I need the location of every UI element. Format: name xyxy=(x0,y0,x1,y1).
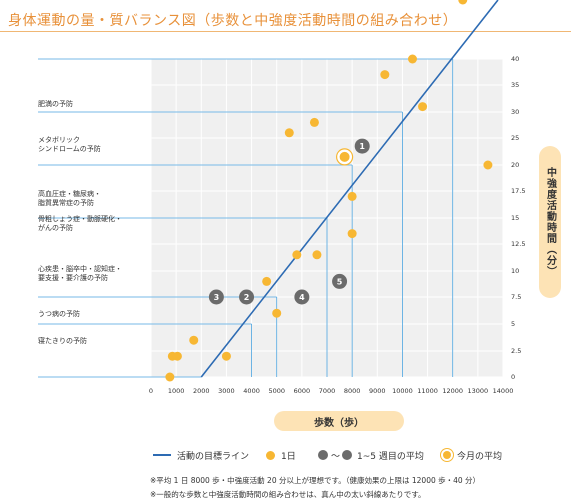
y-axis-label: 中強度活動時間（分） xyxy=(539,146,561,298)
legend-one-day-label: 1日 xyxy=(281,451,296,462)
x-tick-label: 3000 xyxy=(218,387,235,395)
reference-label-line: 寝たきりの予防 xyxy=(38,336,87,345)
daily-point xyxy=(309,117,319,127)
legend-monthly: 今月の平均 xyxy=(443,447,502,463)
reference-label-line: 脂質異常症の予防 xyxy=(38,198,94,207)
legend-one-day: 1日 xyxy=(266,447,296,463)
weekly-point-label: 1 xyxy=(359,142,365,151)
legend-tilde: 〜 xyxy=(331,451,341,462)
y-tick-label: 0 xyxy=(511,373,515,381)
daily-point xyxy=(380,70,390,80)
daily-point xyxy=(312,250,322,260)
x-tick-label: 1000 xyxy=(168,387,185,395)
daily-point xyxy=(272,308,282,318)
daily-point xyxy=(221,351,231,361)
daily-point xyxy=(347,191,357,201)
y-tick-label: 55 xyxy=(511,0,519,2)
legend: 活動の目標ライン 1日 〜 1~5 週目の平均 今月の平均 xyxy=(0,447,571,463)
reference-label-line: 心疾患・脳卒中・認知症・ xyxy=(38,264,122,273)
note-1: ※平均 1 日 8000 歩・中強度活動 20 分以上が理想です。（健康効果の上… xyxy=(150,476,481,485)
target-line xyxy=(200,0,499,378)
y-tick-label: 47.5 xyxy=(511,0,525,2)
legend-target-line-label: 活動の目標ライン xyxy=(177,451,250,462)
y-tick-label: 40 xyxy=(511,55,519,63)
weekly-dot-swatch-5 xyxy=(342,450,353,460)
monthly-average-point xyxy=(339,151,350,162)
x-axis-label: 歩数（歩） xyxy=(274,411,404,431)
weekly-point-label: 2 xyxy=(244,293,250,302)
weekly-point xyxy=(332,273,348,289)
y-tick-label: 25 xyxy=(511,134,519,142)
x-tick-label: 0 xyxy=(149,387,153,395)
weekly-point xyxy=(294,289,310,305)
x-tick-label: 7000 xyxy=(319,387,336,395)
y-tick-label: 7.5 xyxy=(511,293,521,301)
daily-point xyxy=(347,229,357,239)
x-tick-label: 9000 xyxy=(369,387,386,395)
legend-weekly-label: 1~5 週目の平均 xyxy=(357,451,424,462)
daily-point xyxy=(189,335,199,345)
x-tick-label: 10000 xyxy=(392,387,413,395)
weekly-dot-swatch-1 xyxy=(318,450,328,460)
reference-label: メタボリックシンドロームの予防 xyxy=(38,135,101,153)
y-tick-label: 10 xyxy=(511,267,519,275)
legend-weekly: 〜 1~5 週目の平均 xyxy=(318,447,424,463)
daily-point xyxy=(407,54,417,64)
daily-point xyxy=(418,102,428,112)
weekly-point xyxy=(239,289,255,305)
reference-label: 寝たきりの予防 xyxy=(38,336,87,345)
reference-label-line: 高血圧症・糖尿病・ xyxy=(38,189,101,198)
y-tick-label: 5 xyxy=(511,320,515,328)
x-tick-label: 12000 xyxy=(442,387,463,395)
daily-point xyxy=(165,372,175,382)
daily-point xyxy=(172,351,182,361)
reference-label-line: がんの予防 xyxy=(38,223,73,232)
note-2: ※一般的な歩数と中強度活動時間の組み合わせは、真ん中の太い斜線あたりです。 xyxy=(150,490,426,499)
x-tick-label: 2000 xyxy=(193,387,210,395)
y-tick-label: 17.5 xyxy=(511,187,525,195)
daily-point xyxy=(458,0,468,5)
weekly-point-label: 4 xyxy=(299,293,305,302)
y-tick-label: 2.5 xyxy=(511,347,521,355)
chart-title: 身体運動の量・質バランス図（歩数と中強度活動時間の組み合わせ） xyxy=(8,13,458,29)
x-tick-label: 6000 xyxy=(294,387,311,395)
x-tick-label: 5000 xyxy=(268,387,285,395)
weekly-point xyxy=(208,289,224,305)
reference-label-line: 肥満の予防 xyxy=(38,99,73,108)
daily-point xyxy=(292,250,302,260)
x-tick-label: 4000 xyxy=(243,387,260,395)
reference-label: 心疾患・脳卒中・認知症・要支援・要介護の予防 xyxy=(38,264,122,282)
daily-point xyxy=(262,276,272,286)
daily-point xyxy=(483,160,493,170)
reference-label-line: 骨粗しょう症・動脈硬化・ xyxy=(38,214,122,223)
legend-target-line: 活動の目標ライン xyxy=(153,447,249,463)
target-line-swatch xyxy=(153,454,171,456)
reference-label-line: うつ病の予防 xyxy=(38,309,80,318)
x-tick-label: 11000 xyxy=(417,387,438,395)
x-tick-label: 8000 xyxy=(344,387,361,395)
x-tick-label: 13000 xyxy=(468,387,489,395)
daily-dot-swatch xyxy=(266,450,275,460)
y-tick-label: 30 xyxy=(511,108,519,116)
y-tick-label: 20 xyxy=(511,161,519,169)
weekly-point-label: 3 xyxy=(214,293,220,302)
title-underline xyxy=(0,31,571,32)
x-tick-label: 14000 xyxy=(493,387,514,395)
y-tick-label: 15 xyxy=(511,214,519,222)
legend-monthly-label: 今月の平均 xyxy=(457,451,503,462)
reference-label: 骨粗しょう症・動脈硬化・がんの予防 xyxy=(38,214,122,232)
monthly-dot-swatch xyxy=(443,451,451,459)
daily-point xyxy=(284,128,294,138)
weekly-point-label: 5 xyxy=(337,277,343,286)
weekly-point xyxy=(354,138,370,154)
reference-label: 高血圧症・糖尿病・脂質異常症の予防 xyxy=(38,189,101,207)
y-tick-label: 12.5 xyxy=(511,240,525,248)
reference-label-line: メタボリック xyxy=(38,135,80,144)
reference-label: うつ病の予防 xyxy=(38,309,80,318)
reference-label-line: シンドロームの予防 xyxy=(38,144,101,153)
reference-label-line: 要支援・要介護の予防 xyxy=(38,273,108,282)
y-tick-label: 35 xyxy=(511,81,519,89)
reference-label: 肥満の予防 xyxy=(38,99,73,108)
balance-chart: 0 1000 2000 3000 4000 5000 6000 7000 8000 9000 100… xyxy=(38,0,525,395)
